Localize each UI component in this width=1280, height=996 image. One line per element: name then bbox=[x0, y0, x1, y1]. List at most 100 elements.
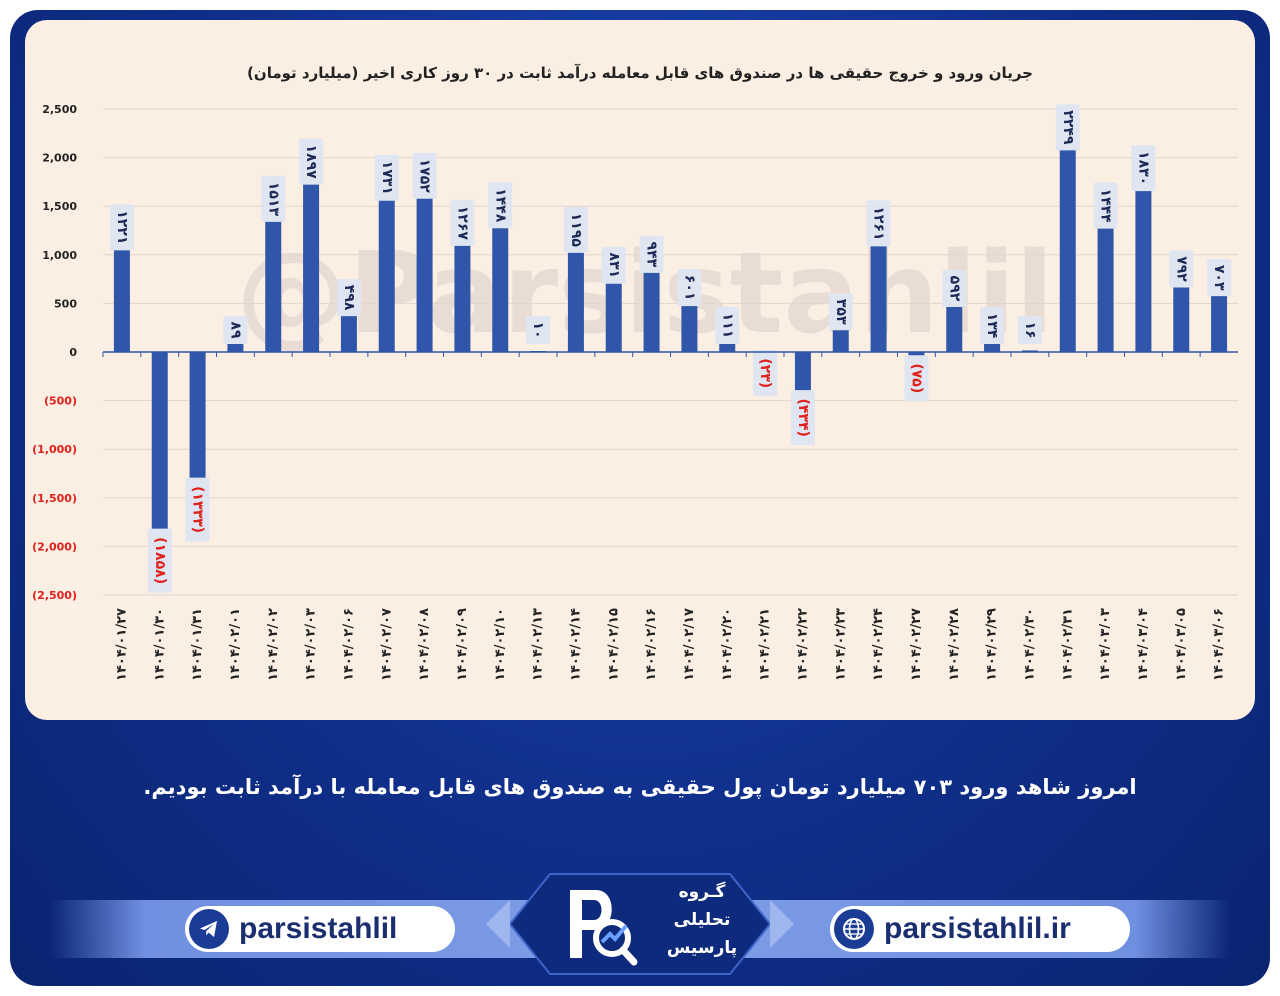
data-label-box bbox=[450, 199, 475, 246]
data-label: ۷۹۲ bbox=[1173, 256, 1189, 282]
data-label-box bbox=[828, 293, 853, 331]
website-url: parsistahlil.ir bbox=[884, 912, 1071, 945]
data-label: ۱۵۱۳ bbox=[265, 182, 281, 217]
bar bbox=[416, 181, 433, 352]
data-label: ۷۰۳ bbox=[1211, 265, 1227, 291]
bar bbox=[605, 271, 622, 352]
bar bbox=[1097, 211, 1114, 352]
telegram-pill[interactable]: parsistahlil bbox=[185, 906, 455, 952]
x-tick-label: ۱۴۰۴/۰۲/۲۸ bbox=[947, 608, 962, 681]
data-label: (۴۳۴) bbox=[795, 398, 811, 436]
x-tick-label: ۱۴۰۴/۰۲/۲۲ bbox=[795, 608, 810, 681]
x-tick-label: ۱۴۰۴/۰۲/۱۶ bbox=[644, 608, 659, 681]
bar bbox=[189, 352, 206, 482]
data-label-box bbox=[1169, 250, 1194, 288]
data-label: ۱۴۴۴ bbox=[1098, 189, 1114, 224]
data-label: ۱۱۱ bbox=[719, 313, 735, 339]
data-label-box bbox=[715, 307, 740, 344]
bar bbox=[1135, 174, 1152, 352]
x-tick-label: ۱۴۰۴/۰۱/۳۱ bbox=[190, 608, 205, 681]
data-label-box bbox=[299, 138, 324, 185]
parsis-logo: گـروه تحلیلی پارسیس bbox=[480, 870, 800, 978]
globe-icon bbox=[834, 909, 874, 949]
x-tick-label: ۱۴۰۴/۰۲/۳۱ bbox=[1060, 608, 1075, 681]
x-tick-label: ۱۴۰۴/۰۳/۰۳ bbox=[1098, 608, 1113, 681]
footer: parsistahlil parsistahlil.ir bbox=[10, 870, 1270, 980]
logo-line-3: پارسیس bbox=[666, 938, 738, 958]
data-label-box bbox=[147, 528, 172, 593]
data-label-box bbox=[1017, 316, 1042, 344]
y-tick-label: (1,000) bbox=[32, 443, 77, 456]
data-label-box bbox=[639, 235, 664, 273]
bar-chart: @Parsistahlilجریان ورود و خروج حقیقی ها … bbox=[32, 64, 1238, 681]
x-tick-label: ۱۴۰۴/۰۲/۲۱ bbox=[758, 608, 773, 681]
bar bbox=[719, 341, 736, 352]
x-tick-label: ۱۴۰۴/۰۲/۲۹ bbox=[985, 608, 1000, 681]
x-tick-label: ۱۴۰۴/۰۲/۰۸ bbox=[417, 608, 432, 681]
bar bbox=[454, 228, 471, 352]
x-tick-label: ۱۴۰۴/۰۳/۰۶ bbox=[1212, 608, 1227, 681]
telegram-handle: parsistahlil bbox=[239, 912, 398, 945]
data-label: ۱۲۶۷ bbox=[454, 206, 470, 241]
x-tick-label: ۱۴۰۴/۰۲/۲۴ bbox=[871, 608, 886, 681]
bar bbox=[946, 294, 963, 352]
data-label: ۱۶ bbox=[1022, 321, 1038, 338]
data-label-box bbox=[980, 307, 1005, 344]
bar bbox=[794, 352, 811, 395]
data-label-box bbox=[790, 390, 815, 446]
bar bbox=[567, 235, 584, 352]
bar bbox=[227, 343, 244, 352]
x-tick-label: ۱۴۰۴/۰۱/۳۰ bbox=[152, 608, 167, 681]
data-label-box bbox=[563, 206, 588, 253]
data-label: ۱۴۴۸ bbox=[492, 188, 508, 223]
data-label-box bbox=[374, 154, 399, 201]
data-label: ۴۹۸ bbox=[341, 285, 357, 311]
x-tick-label: ۱۴۰۴/۰۲/۰۷ bbox=[379, 608, 394, 681]
data-label-box bbox=[942, 269, 967, 307]
website-pill[interactable]: parsistahlil.ir bbox=[830, 906, 1130, 952]
x-tick-label: ۱۴۰۴/۰۲/۱۷ bbox=[682, 608, 697, 681]
data-label: ۱۸۹۷ bbox=[303, 145, 319, 180]
bar bbox=[151, 352, 168, 533]
data-label: (۱۳۳۳) bbox=[190, 486, 206, 533]
x-tick-label: ۱۴۰۴/۰۲/۲۰ bbox=[720, 608, 735, 681]
logo-line-2: تحلیلی bbox=[673, 910, 731, 930]
data-label: ۲۲۴۹ bbox=[1060, 110, 1076, 145]
data-label-box bbox=[488, 182, 513, 229]
data-label-box bbox=[904, 355, 929, 402]
data-label: ۳۵۳ bbox=[833, 299, 849, 325]
data-label: ۱۳۴ bbox=[984, 313, 1000, 339]
x-tick-label: ۱۴۰۴/۰۱/۲۷ bbox=[114, 608, 129, 681]
chart-title: جریان ورود و خروج حقیقی ها در صندوق های … bbox=[247, 64, 1033, 82]
data-label-box bbox=[412, 152, 437, 199]
bar bbox=[303, 167, 320, 352]
logo-text: گـروه تحلیلی پارسیس bbox=[652, 878, 752, 962]
data-label-box bbox=[866, 200, 891, 247]
x-tick-label: ۱۴۰۴/۰۲/۱۴ bbox=[568, 608, 583, 681]
data-label: ۸۹ bbox=[227, 321, 243, 339]
data-label: (۲۳) bbox=[757, 358, 773, 388]
bar bbox=[265, 204, 282, 352]
x-tick-label: ۱۴۰۴/۰۲/۰۲ bbox=[266, 608, 281, 681]
y-tick-label: (500) bbox=[44, 395, 77, 408]
y-tick-label: 1,500 bbox=[42, 200, 77, 213]
data-label-box bbox=[753, 350, 778, 397]
data-label: ۸۳۱ bbox=[606, 252, 622, 278]
data-label: ۱۱۹۵ bbox=[568, 213, 584, 248]
logo-line-1: گـروه bbox=[678, 882, 726, 902]
data-label: ۱۲۲۱ bbox=[114, 210, 130, 244]
data-label-box bbox=[1093, 182, 1118, 229]
bar bbox=[1059, 133, 1076, 352]
bar bbox=[113, 233, 130, 352]
data-label-box bbox=[1055, 104, 1080, 151]
bar bbox=[1021, 350, 1038, 352]
y-tick-label: 2,500 bbox=[42, 103, 77, 116]
data-label-box bbox=[1207, 259, 1232, 297]
y-tick-label: (2,500) bbox=[32, 589, 77, 602]
y-tick-label: 2,000 bbox=[42, 152, 77, 165]
y-tick-label: 1,000 bbox=[42, 249, 77, 262]
x-tick-label: ۱۴۰۴/۰۲/۱۰ bbox=[493, 608, 508, 681]
bar bbox=[492, 211, 509, 352]
data-label: ۶۰۱ bbox=[681, 275, 697, 301]
x-tick-label: ۱۴۰۴/۰۳/۰۵ bbox=[1174, 608, 1189, 681]
